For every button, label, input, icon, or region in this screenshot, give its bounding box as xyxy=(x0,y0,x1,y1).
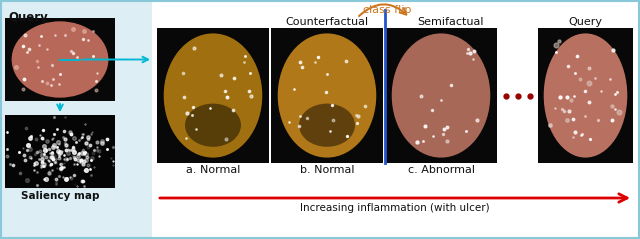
Ellipse shape xyxy=(544,33,627,158)
Text: Semifactual: Semifactual xyxy=(417,17,483,27)
Ellipse shape xyxy=(299,103,355,147)
Bar xyxy=(5,115,115,188)
Text: c. Abnormal: c. Abnormal xyxy=(408,165,474,175)
Text: Query: Query xyxy=(8,11,48,24)
Bar xyxy=(385,28,497,163)
Text: class flip: class flip xyxy=(363,5,411,15)
Text: Saliency map: Saliency map xyxy=(20,191,99,201)
Text: b. Normal: b. Normal xyxy=(300,165,355,175)
Bar xyxy=(152,2,638,237)
Text: Query: Query xyxy=(568,17,602,27)
Text: Increasing inflammation (with ulcer): Increasing inflammation (with ulcer) xyxy=(300,203,490,213)
Ellipse shape xyxy=(164,33,262,158)
Ellipse shape xyxy=(185,103,241,147)
Text: a. Normal: a. Normal xyxy=(186,165,240,175)
Ellipse shape xyxy=(12,21,108,98)
Ellipse shape xyxy=(392,33,490,158)
Ellipse shape xyxy=(278,33,376,158)
FancyArrowPatch shape xyxy=(359,4,406,16)
Text: Counterfactual: Counterfactual xyxy=(285,17,369,27)
Bar xyxy=(2,2,150,237)
Bar xyxy=(5,18,115,101)
Bar xyxy=(271,28,383,163)
Bar xyxy=(157,28,269,163)
Bar xyxy=(538,28,633,163)
